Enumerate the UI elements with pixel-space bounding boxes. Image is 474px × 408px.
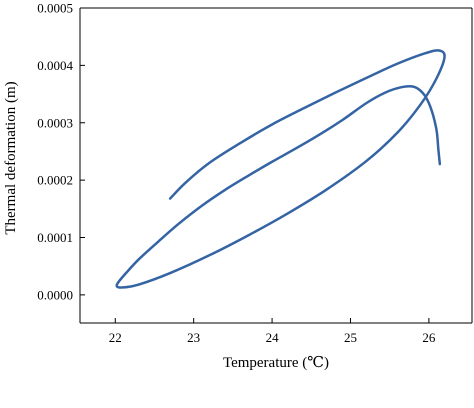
y-tick-label: 0.0000 <box>37 287 73 302</box>
y-tick-label: 0.0003 <box>37 115 73 130</box>
series-layer <box>115 49 446 289</box>
x-tick-label: 22 <box>109 330 122 345</box>
x-tick-label: 26 <box>422 330 436 345</box>
y-axis-title: Thermal deformation (m) <box>3 81 19 234</box>
plot-frame <box>79 7 473 324</box>
x-axis-ticks: 22 23 24 25 26 <box>109 318 436 345</box>
y-tick-label: 0.0005 <box>37 1 73 16</box>
y-tick-label: 0.0004 <box>37 58 73 73</box>
y-tick-label: 0.0001 <box>37 230 73 245</box>
x-tick-label: 25 <box>344 330 357 345</box>
x-tick-label: 23 <box>187 330 200 345</box>
deformation-series-line <box>115 49 446 289</box>
y-axis-ticks: 0.0000 0.0001 0.0002 0.0003 0.0004 0.0005 <box>37 1 85 302</box>
x-tick-label: 24 <box>266 330 280 345</box>
y-tick-label: 0.0002 <box>37 173 73 188</box>
x-axis-title: Temperature (℃) <box>223 355 329 371</box>
